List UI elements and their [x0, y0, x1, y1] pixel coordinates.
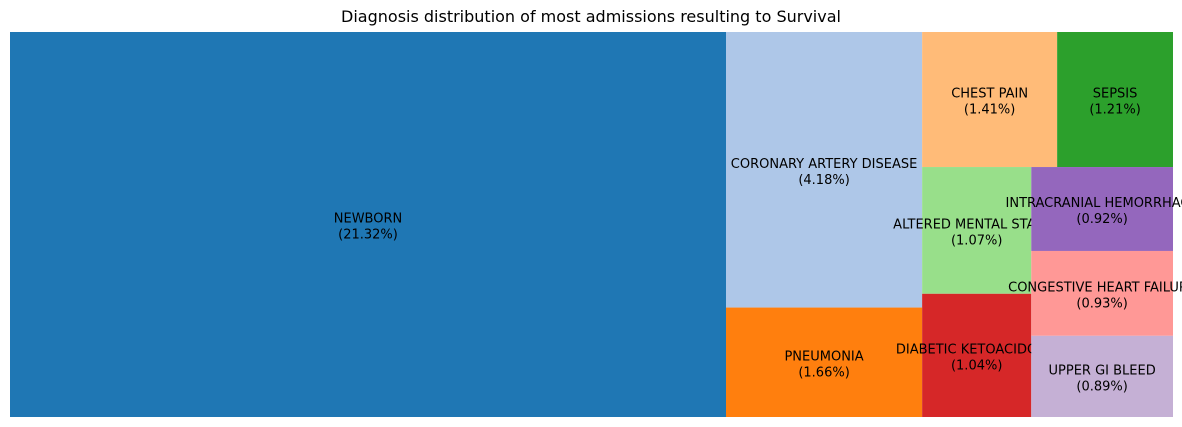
tile-label-upper-gi-bleed: UPPER GI BLEED	[1049, 363, 1156, 378]
tile-coronary-artery-disease: CORONARY ARTERY DISEASE(4.18%)	[726, 32, 923, 308]
tile-value-sepsis: (1.21%)	[1089, 103, 1140, 118]
tile-rect-pneumonia	[726, 307, 923, 417]
tile-rect-coronary-artery-disease	[726, 32, 923, 308]
tile-rect-congestive-heart-failure	[1031, 250, 1173, 336]
tile-newborn: NEWBORN(21.32%)	[10, 32, 727, 417]
tile-diabetic-ketoacidosis: DIABETIC KETOACIDOSIS(1.04%)	[896, 293, 1058, 417]
tile-sepsis: SEPSIS(1.21%)	[1057, 32, 1173, 168]
tile-value-pneumonia: (1.66%)	[798, 365, 849, 380]
tile-label-pneumonia: PNEUMONIA	[784, 349, 863, 364]
chart-title: Diagnosis distribution of most admission…	[341, 7, 841, 26]
tile-chest-pain: CHEST PAIN(1.41%)	[922, 32, 1058, 168]
tile-altered-mental-status: ALTERED MENTAL STATUS(1.07%)	[893, 167, 1060, 294]
tile-pneumonia: PNEUMONIA(1.66%)	[726, 307, 923, 417]
tile-rect-sepsis	[1057, 32, 1173, 168]
tile-congestive-heart-failure: CONGESTIVE HEART FAILURE(0.93%)	[1008, 250, 1182, 336]
tile-label-congestive-heart-failure: CONGESTIVE HEART FAILURE	[1008, 280, 1182, 295]
tile-value-newborn: (21.32%)	[338, 228, 398, 243]
tile-value-coronary-artery-disease: (4.18%)	[798, 173, 849, 188]
tile-rect-chest-pain	[922, 32, 1058, 168]
tile-value-altered-mental-status: (1.07%)	[951, 233, 1002, 248]
tile-rect-upper-gi-bleed	[1031, 335, 1173, 417]
tile-label-chest-pain: CHEST PAIN	[951, 87, 1028, 102]
tile-rect-altered-mental-status	[922, 167, 1032, 294]
tile-label-intracranial-hemorrhage: INTRACRANIAL HEMORRHAGE	[1006, 196, 1182, 211]
tile-value-upper-gi-bleed: (0.89%)	[1076, 379, 1127, 394]
tile-intracranial-hemorrhage: INTRACRANIAL HEMORRHAGE(0.92%)	[1006, 167, 1182, 251]
tile-value-intracranial-hemorrhage: (0.92%)	[1076, 212, 1127, 227]
tile-rect-intracranial-hemorrhage	[1031, 167, 1173, 251]
tile-value-chest-pain: (1.41%)	[964, 103, 1015, 118]
tile-label-sepsis: SEPSIS	[1093, 87, 1138, 102]
tile-label-diabetic-ketoacidosis: DIABETIC KETOACIDOSIS	[896, 342, 1058, 357]
tile-label-altered-mental-status: ALTERED MENTAL STATUS	[893, 217, 1060, 232]
tile-rect-diabetic-ketoacidosis	[922, 293, 1032, 417]
tile-rect-newborn	[10, 32, 727, 417]
tile-upper-gi-bleed: UPPER GI BLEED(0.89%)	[1031, 335, 1173, 417]
tile-value-diabetic-ketoacidosis: (1.04%)	[951, 358, 1002, 373]
tile-label-coronary-artery-disease: CORONARY ARTERY DISEASE	[731, 157, 918, 172]
tile-value-congestive-heart-failure: (0.93%)	[1076, 296, 1127, 311]
tile-label-newborn: NEWBORN	[334, 212, 402, 227]
